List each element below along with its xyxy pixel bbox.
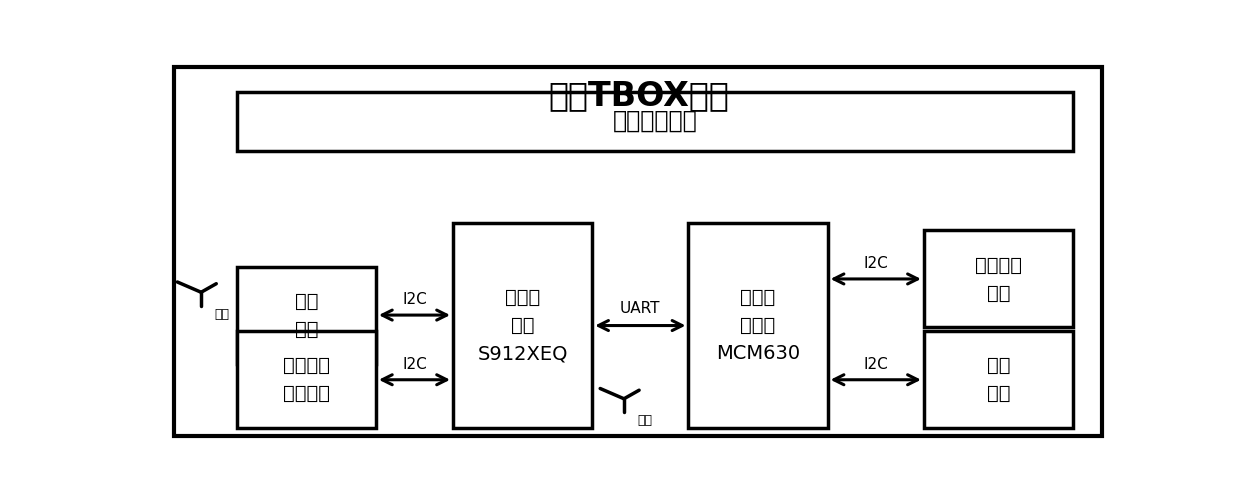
Bar: [924, 331, 1073, 428]
Bar: [237, 91, 1073, 151]
Text: 加密芯片
模块: 加密芯片 模块: [975, 255, 1022, 302]
Text: 天线: 天线: [215, 308, 229, 321]
Bar: [237, 267, 376, 364]
Bar: [453, 223, 593, 428]
Text: 定位
模块: 定位 模块: [295, 291, 319, 338]
Text: 天线: 天线: [637, 414, 652, 427]
Text: 微控制
单元
S912XEQ: 微控制 单元 S912XEQ: [477, 288, 568, 363]
Text: UART: UART: [620, 301, 661, 316]
Text: I2C: I2C: [863, 256, 888, 271]
Text: 远程通
信模块
MCM630: 远程通 信模块 MCM630: [715, 288, 800, 363]
Text: I2C: I2C: [402, 292, 427, 307]
Text: 车载TBOX终端: 车载TBOX终端: [548, 79, 729, 112]
Text: 电源管理模块: 电源管理模块: [613, 109, 697, 133]
Text: I2C: I2C: [402, 357, 427, 372]
Text: 音频
模块: 音频 模块: [987, 356, 1011, 403]
Bar: [688, 223, 828, 428]
Text: 加速度传
感器模块: 加速度传 感器模块: [283, 356, 330, 403]
Text: I2C: I2C: [863, 357, 888, 372]
Bar: [924, 230, 1073, 328]
Bar: [237, 331, 376, 428]
